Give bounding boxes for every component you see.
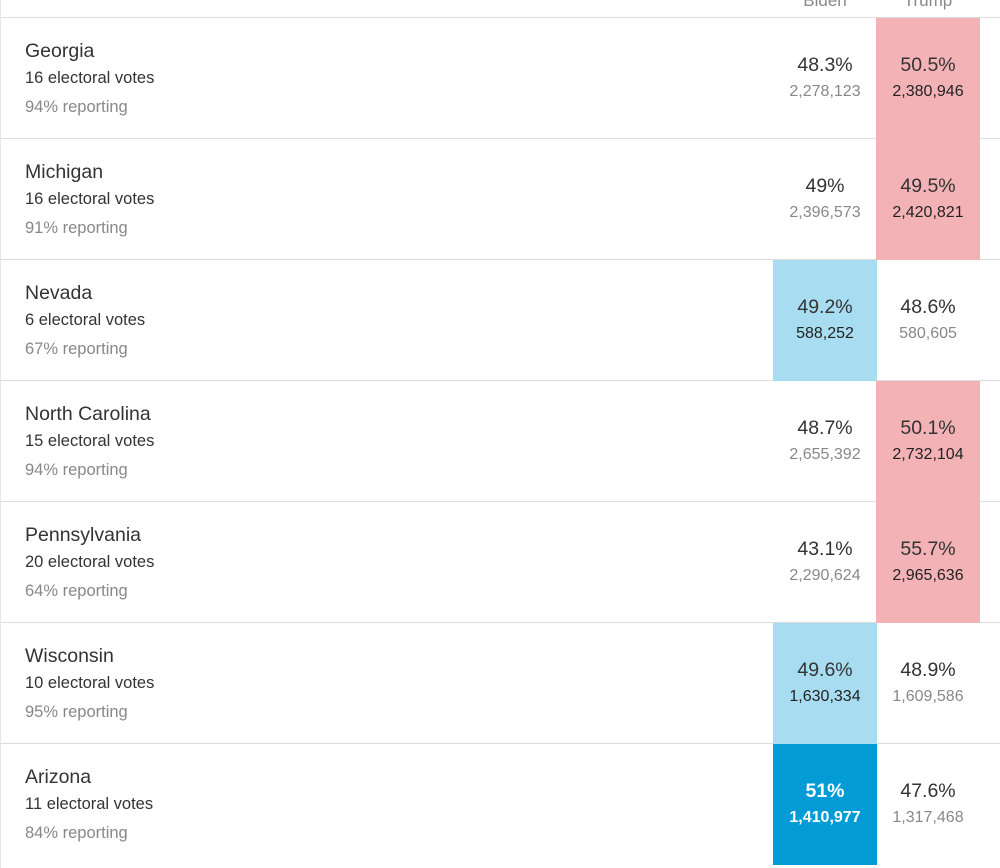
biden-percent: 51% — [805, 780, 845, 802]
biden-votes: 1,630,334 — [789, 688, 861, 705]
state-name: Arizona — [25, 766, 92, 788]
state-name: Pennsylvania — [25, 524, 141, 546]
trump-percent: 48.6% — [900, 296, 956, 318]
reporting-status: 95% reporting — [25, 703, 128, 721]
trump-result: 48.6% 580,605 — [876, 260, 980, 381]
state-row-wisconsin[interactable]: Wisconsin 10 electoral votes 95% reporti… — [1, 623, 1000, 744]
biden-votes: 2,290,624 — [789, 567, 861, 584]
reporting-status: 91% reporting — [25, 219, 128, 237]
state-info: Nevada 6 electoral votes 67% reporting — [25, 282, 145, 359]
trump-votes: 2,965,636 — [892, 567, 964, 584]
electoral-votes: 10 electoral votes — [25, 674, 155, 692]
reporting-status: 64% reporting — [25, 582, 128, 600]
trump-result: 50.1% 2,732,104 — [876, 381, 980, 502]
trump-votes: 2,420,821 — [892, 204, 964, 221]
biden-percent: 48.7% — [797, 417, 853, 439]
reporting-status: 84% reporting — [25, 824, 128, 842]
state-row-pennsylvania[interactable]: Pennsylvania 20 electoral votes 64% repo… — [1, 502, 1000, 623]
electoral-votes: 16 electoral votes — [25, 69, 155, 87]
biden-votes: 2,655,392 — [789, 446, 861, 463]
state-row-nevada[interactable]: Nevada 6 electoral votes 67% reporting 4… — [1, 260, 1000, 381]
biden-percent: 49.2% — [797, 296, 853, 318]
trump-percent: 47.6% — [900, 780, 956, 802]
trump-votes: 1,317,468 — [892, 809, 964, 826]
column-header-trump: Trump — [903, 0, 953, 10]
state-info: Wisconsin 10 electoral votes 95% reporti… — [25, 645, 154, 722]
state-info: North Carolina 15 electoral votes 94% re… — [25, 403, 154, 480]
biden-result: 51% 1,410,977 — [773, 744, 877, 865]
state-row-arizona[interactable]: Arizona 11 electoral votes 84% reporting… — [1, 744, 1000, 865]
biden-votes: 1,410,977 — [789, 809, 861, 826]
trump-votes: 2,380,946 — [892, 83, 964, 100]
state-name: Nevada — [25, 282, 93, 304]
biden-result: 48.3% 2,278,123 — [773, 18, 877, 139]
state-name: Georgia — [25, 40, 95, 62]
electoral-votes: 16 electoral votes — [25, 190, 155, 208]
state-info: Georgia 16 electoral votes 94% reporting — [25, 40, 154, 117]
state-row-north-carolina[interactable]: North Carolina 15 electoral votes 94% re… — [1, 381, 1000, 502]
electoral-votes: 11 electoral votes — [25, 795, 154, 813]
biden-result: 48.7% 2,655,392 — [773, 381, 877, 502]
reporting-status: 94% reporting — [25, 98, 128, 116]
trump-result: 49.5% 2,420,821 — [876, 139, 980, 260]
biden-percent: 49.6% — [797, 659, 853, 681]
biden-percent: 43.1% — [797, 538, 853, 560]
column-header-biden: Biden — [803, 0, 847, 10]
biden-votes: 588,252 — [796, 325, 854, 342]
biden-result: 49.2% 588,252 — [773, 260, 877, 381]
trump-percent: 50.1% — [900, 417, 956, 439]
state-name: North Carolina — [25, 403, 151, 425]
trump-votes: 2,732,104 — [892, 446, 964, 463]
electoral-votes: 6 electoral votes — [25, 311, 146, 329]
biden-result: 43.1% 2,290,624 — [773, 502, 877, 623]
state-row-georgia[interactable]: Georgia 16 electoral votes 94% reporting… — [1, 18, 1000, 139]
trump-percent: 48.9% — [900, 659, 956, 681]
electoral-votes: 20 electoral votes — [25, 553, 155, 571]
trump-result: 55.7% 2,965,636 — [876, 502, 980, 623]
state-info: Michigan 16 electoral votes 91% reportin… — [25, 161, 154, 238]
state-info: Arizona 11 electoral votes 84% reporting — [25, 766, 153, 843]
state-rows: Georgia 16 electoral votes 94% reporting… — [1, 18, 1000, 865]
electoral-votes: 15 electoral votes — [25, 432, 155, 450]
trump-votes: 580,605 — [899, 325, 957, 342]
trump-result: 48.9% 1,609,586 — [876, 623, 980, 744]
state-info: Pennsylvania 20 electoral votes 64% repo… — [25, 524, 154, 601]
reporting-status: 67% reporting — [25, 340, 128, 358]
biden-result: 49% 2,396,573 — [773, 139, 877, 260]
trump-percent: 50.5% — [900, 54, 956, 76]
column-header: Biden Trump — [1, 0, 1000, 18]
trump-votes: 1,609,586 — [892, 688, 964, 705]
biden-percent: 48.3% — [797, 54, 853, 76]
trump-result: 47.6% 1,317,468 — [876, 744, 980, 865]
biden-result: 49.6% 1,630,334 — [773, 623, 877, 744]
trump-result: 50.5% 2,380,946 — [876, 18, 980, 139]
biden-votes: 2,396,573 — [789, 204, 861, 221]
state-row-michigan[interactable]: Michigan 16 electoral votes 91% reportin… — [1, 139, 1000, 260]
trump-percent: 49.5% — [900, 175, 956, 197]
reporting-status: 94% reporting — [25, 461, 128, 479]
state-name: Wisconsin — [25, 645, 114, 667]
trump-percent: 55.7% — [900, 538, 956, 560]
biden-votes: 2,278,123 — [789, 83, 861, 100]
state-name: Michigan — [25, 161, 104, 183]
biden-percent: 49% — [805, 175, 845, 197]
